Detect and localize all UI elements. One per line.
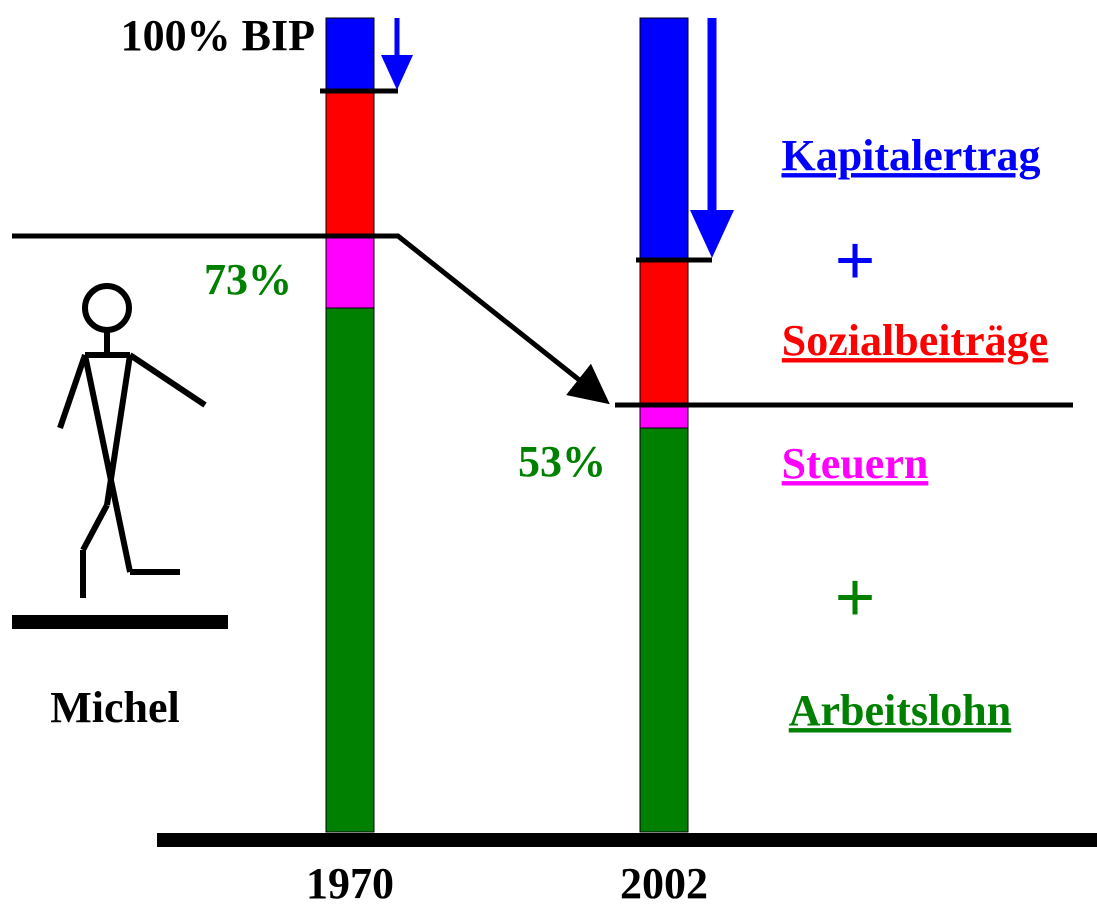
share-label: 73%	[204, 255, 292, 304]
segment-steuern	[640, 405, 688, 428]
legend-plus: +	[834, 221, 875, 301]
legend-item: Arbeitslohn	[789, 686, 1011, 735]
segment-steuern	[326, 238, 374, 308]
legend-item: Kapitalertrag	[781, 131, 1040, 180]
level-arrow	[12, 236, 602, 398]
segment-kapital	[640, 18, 688, 260]
blue-arrow-head	[690, 210, 734, 258]
segment-sozial	[640, 260, 688, 405]
figure-label: Michel	[50, 683, 180, 732]
stick-figure	[60, 286, 205, 598]
share-label: 53%	[518, 437, 606, 486]
page: {"header": {"title": "100% BIP"}, "bars"…	[0, 0, 1097, 918]
blue-arrow-head	[381, 55, 413, 90]
segment-sozial	[326, 90, 374, 238]
title: 100% BIP	[121, 11, 315, 60]
segment-lohn	[640, 428, 688, 832]
year-label: 1970	[306, 859, 394, 908]
segment-lohn	[326, 308, 374, 832]
bar-1970	[326, 18, 374, 832]
bar-2002	[640, 18, 688, 832]
segment-kapital	[326, 18, 374, 90]
legend-item: Steuern	[782, 439, 929, 488]
year-label: 2002	[620, 859, 708, 908]
legend-plus: +	[834, 558, 875, 638]
diagram: 100% BIP 73% 53% 1970 2002 Michel Kapita…	[0, 0, 1097, 918]
legend-item: Sozialbeiträge	[782, 316, 1048, 365]
